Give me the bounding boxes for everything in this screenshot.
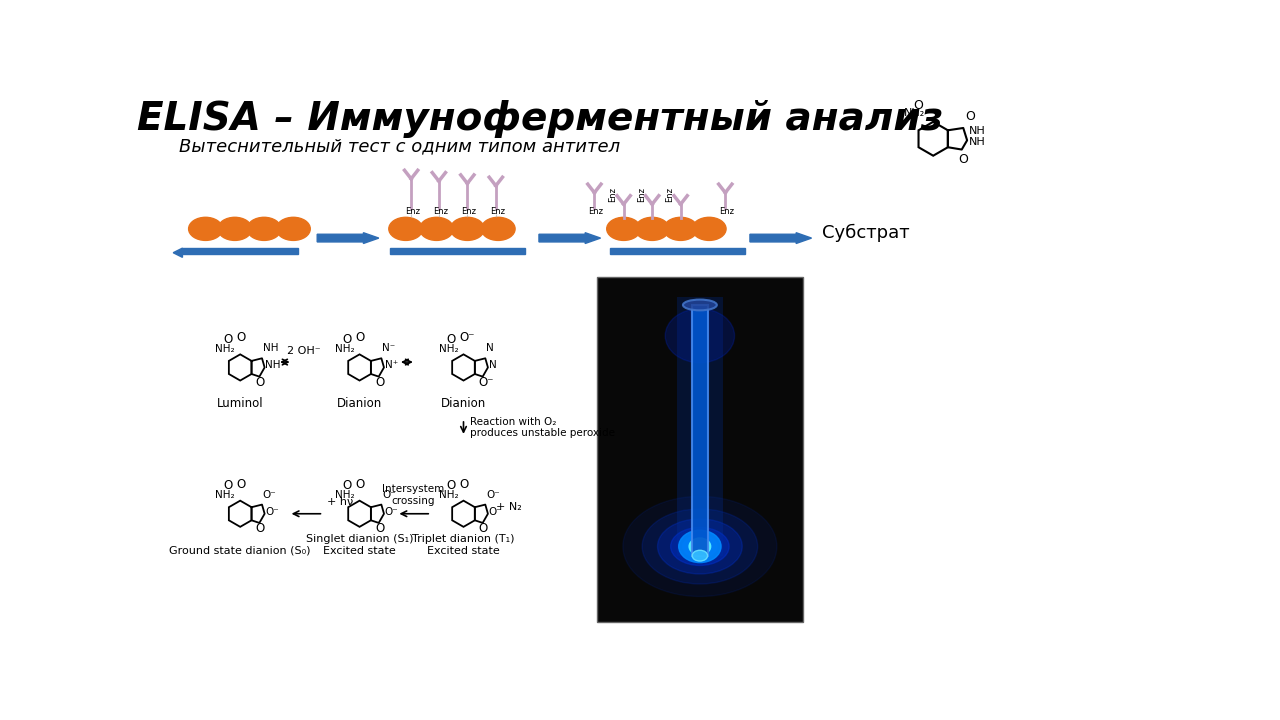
Text: NH₂: NH₂ bbox=[215, 490, 236, 500]
Text: N: N bbox=[486, 343, 494, 354]
Bar bbox=[677, 297, 723, 556]
Text: Luminol: Luminol bbox=[216, 397, 264, 410]
Text: Enz: Enz bbox=[719, 207, 735, 216]
Text: O: O bbox=[256, 376, 265, 389]
Bar bbox=[390, 248, 525, 254]
Text: Enz: Enz bbox=[490, 207, 504, 216]
Text: O: O bbox=[957, 153, 968, 166]
Text: Enz: Enz bbox=[589, 207, 603, 216]
Ellipse shape bbox=[666, 309, 735, 363]
Text: O: O bbox=[343, 479, 352, 492]
Text: Dianion: Dianion bbox=[337, 397, 383, 410]
Text: Ground state dianion (S₀): Ground state dianion (S₀) bbox=[169, 546, 311, 556]
Ellipse shape bbox=[247, 217, 282, 240]
Text: 2 OH⁻: 2 OH⁻ bbox=[287, 346, 321, 356]
Text: Enz: Enz bbox=[433, 207, 448, 216]
Bar bbox=[596, 277, 803, 622]
Text: O: O bbox=[256, 522, 265, 535]
Text: N: N bbox=[489, 360, 497, 370]
Ellipse shape bbox=[276, 217, 310, 240]
Text: O⁻: O⁻ bbox=[479, 376, 494, 389]
Text: NH₂: NH₂ bbox=[334, 490, 355, 500]
Ellipse shape bbox=[481, 217, 515, 240]
Text: Вытеснительный тест с одним типом антител: Вытеснительный тест с одним типом антите… bbox=[179, 138, 620, 156]
Text: O: O bbox=[223, 333, 233, 346]
Text: Enz: Enz bbox=[406, 207, 420, 216]
Text: O⁻: O⁻ bbox=[460, 331, 475, 344]
Text: NH₂: NH₂ bbox=[334, 343, 355, 354]
Ellipse shape bbox=[692, 217, 726, 240]
Text: Singlet dianion (S₁)
Excited state: Singlet dianion (S₁) Excited state bbox=[306, 534, 413, 556]
Text: O: O bbox=[965, 110, 974, 123]
Text: Dianion: Dianion bbox=[440, 397, 486, 410]
Text: NH: NH bbox=[969, 137, 986, 147]
Ellipse shape bbox=[658, 519, 742, 574]
Text: O⁻: O⁻ bbox=[385, 506, 398, 516]
Text: NH: NH bbox=[969, 126, 986, 136]
Ellipse shape bbox=[420, 217, 453, 240]
Ellipse shape bbox=[664, 217, 698, 240]
Text: N⁻: N⁻ bbox=[383, 343, 396, 354]
Ellipse shape bbox=[188, 217, 223, 240]
Text: Triplet dianion (T₁)
Excited state: Triplet dianion (T₁) Excited state bbox=[412, 534, 515, 556]
Text: O⁻: O⁻ bbox=[489, 506, 503, 516]
Text: ELISA – Иммуноферментный анализ: ELISA – Иммуноферментный анализ bbox=[137, 100, 943, 138]
Text: NH₂: NH₂ bbox=[439, 343, 458, 354]
Text: O⁻: O⁻ bbox=[262, 490, 276, 500]
Text: O: O bbox=[237, 477, 246, 490]
Ellipse shape bbox=[389, 217, 422, 240]
Text: + hν: + hν bbox=[328, 497, 353, 506]
Text: O: O bbox=[375, 376, 384, 389]
Polygon shape bbox=[750, 233, 812, 243]
Text: O: O bbox=[343, 333, 352, 346]
Text: O: O bbox=[913, 99, 923, 112]
Ellipse shape bbox=[451, 217, 484, 240]
Text: NH₂: NH₂ bbox=[215, 343, 236, 354]
Bar bbox=[183, 248, 298, 254]
Ellipse shape bbox=[671, 528, 730, 565]
Text: Enz: Enz bbox=[461, 207, 476, 216]
Ellipse shape bbox=[623, 496, 777, 596]
Text: O: O bbox=[479, 522, 488, 535]
Text: O: O bbox=[447, 479, 456, 492]
Text: NH₂: NH₂ bbox=[439, 490, 458, 500]
Text: Enz: Enz bbox=[608, 186, 617, 202]
Ellipse shape bbox=[684, 536, 717, 557]
Text: O: O bbox=[375, 522, 384, 535]
Text: NH₂: NH₂ bbox=[904, 108, 925, 117]
Text: N⁺: N⁺ bbox=[385, 360, 398, 370]
Bar bbox=[692, 305, 708, 556]
Text: O: O bbox=[460, 477, 468, 490]
Ellipse shape bbox=[689, 538, 710, 555]
Text: O⁻: O⁻ bbox=[383, 490, 396, 500]
Polygon shape bbox=[539, 233, 600, 243]
Ellipse shape bbox=[643, 509, 758, 584]
Ellipse shape bbox=[607, 217, 640, 240]
Ellipse shape bbox=[635, 217, 669, 240]
Text: O: O bbox=[356, 477, 365, 490]
Text: + N₂: + N₂ bbox=[495, 502, 521, 512]
Text: O⁻: O⁻ bbox=[265, 506, 279, 516]
Ellipse shape bbox=[678, 530, 721, 562]
Text: NH: NH bbox=[265, 360, 280, 370]
Text: Reaction with O₂
produces unstable peroxide: Reaction with O₂ produces unstable perox… bbox=[470, 417, 614, 438]
Text: Субстрат: Субстрат bbox=[822, 224, 909, 242]
Ellipse shape bbox=[692, 550, 708, 561]
Text: O: O bbox=[223, 479, 233, 492]
Ellipse shape bbox=[218, 217, 252, 240]
Ellipse shape bbox=[684, 300, 717, 310]
Text: NH: NH bbox=[262, 343, 278, 354]
Text: Enz: Enz bbox=[637, 186, 646, 202]
Text: O: O bbox=[237, 331, 246, 344]
Text: O: O bbox=[447, 333, 456, 346]
Text: O⁻: O⁻ bbox=[486, 490, 499, 500]
Text: Enz: Enz bbox=[666, 186, 675, 202]
Polygon shape bbox=[173, 248, 183, 257]
Polygon shape bbox=[317, 233, 379, 243]
Text: O: O bbox=[356, 331, 365, 344]
Bar bbox=[609, 248, 745, 254]
Text: Intersystem
crossing: Intersystem crossing bbox=[383, 484, 444, 505]
